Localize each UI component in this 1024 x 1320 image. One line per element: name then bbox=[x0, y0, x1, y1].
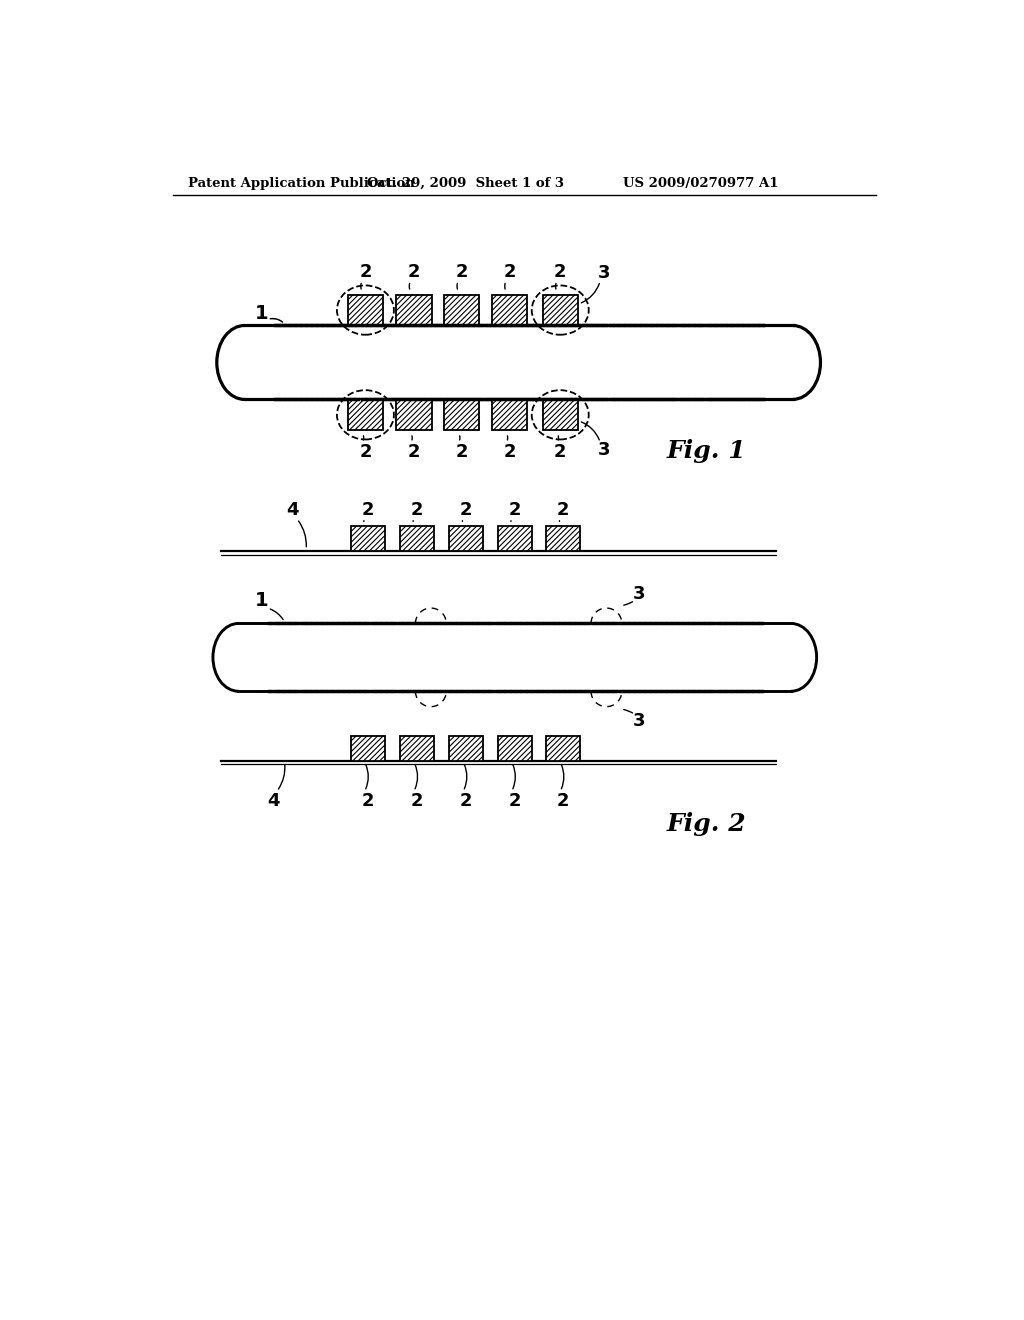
Text: 3: 3 bbox=[633, 711, 645, 730]
Text: 2: 2 bbox=[456, 442, 468, 461]
Text: 2: 2 bbox=[557, 792, 569, 809]
Text: 2: 2 bbox=[456, 263, 468, 281]
Bar bbox=[444, 294, 479, 326]
Bar bbox=[348, 294, 383, 326]
Text: 2: 2 bbox=[408, 263, 420, 281]
Bar bbox=[492, 400, 527, 430]
Bar bbox=[239, 623, 792, 692]
Text: Oct. 29, 2009  Sheet 1 of 3: Oct. 29, 2009 Sheet 1 of 3 bbox=[367, 177, 564, 190]
Bar bbox=[543, 400, 578, 430]
Text: 2: 2 bbox=[359, 263, 372, 281]
Text: 2: 2 bbox=[554, 263, 566, 281]
Bar bbox=[492, 294, 527, 326]
Bar bbox=[351, 737, 385, 760]
Bar bbox=[400, 737, 434, 760]
Text: 2: 2 bbox=[460, 792, 472, 809]
Bar bbox=[450, 527, 483, 552]
Text: Patent Application Publication: Patent Application Publication bbox=[188, 177, 415, 190]
Text: 4: 4 bbox=[286, 500, 299, 519]
Text: 2: 2 bbox=[361, 500, 374, 519]
Text: 1: 1 bbox=[255, 305, 268, 323]
Text: 3: 3 bbox=[598, 441, 610, 459]
Bar bbox=[444, 400, 479, 430]
Bar bbox=[396, 294, 432, 326]
Text: 2: 2 bbox=[509, 792, 521, 809]
Ellipse shape bbox=[765, 326, 820, 400]
Text: 4: 4 bbox=[267, 792, 280, 809]
Bar bbox=[547, 737, 581, 760]
Text: 2: 2 bbox=[411, 792, 423, 809]
Bar bbox=[348, 400, 383, 430]
Text: 1: 1 bbox=[255, 591, 268, 610]
Text: 2: 2 bbox=[408, 442, 420, 461]
Text: 3: 3 bbox=[598, 264, 610, 282]
Text: US 2009/0270977 A1: US 2009/0270977 A1 bbox=[624, 177, 779, 190]
Text: 2: 2 bbox=[554, 442, 566, 461]
Bar bbox=[547, 527, 581, 552]
Bar bbox=[396, 400, 432, 430]
Text: 2: 2 bbox=[460, 500, 472, 519]
Text: 2: 2 bbox=[411, 500, 423, 519]
Bar bbox=[498, 527, 531, 552]
Text: Fig. 1: Fig. 1 bbox=[667, 440, 746, 463]
Text: 3: 3 bbox=[633, 585, 645, 603]
Text: 2: 2 bbox=[503, 442, 516, 461]
Text: 2: 2 bbox=[509, 500, 521, 519]
Text: 2: 2 bbox=[361, 792, 374, 809]
Text: 2: 2 bbox=[503, 263, 516, 281]
Bar bbox=[400, 527, 434, 552]
Ellipse shape bbox=[217, 326, 272, 400]
Text: 2: 2 bbox=[557, 500, 569, 519]
Bar bbox=[543, 294, 578, 326]
Bar bbox=[245, 326, 793, 400]
Ellipse shape bbox=[213, 623, 264, 692]
Text: 2: 2 bbox=[359, 442, 372, 461]
Text: Fig. 2: Fig. 2 bbox=[667, 812, 746, 837]
Bar bbox=[498, 737, 531, 760]
Bar bbox=[450, 737, 483, 760]
Ellipse shape bbox=[766, 623, 816, 692]
Bar bbox=[351, 527, 385, 552]
